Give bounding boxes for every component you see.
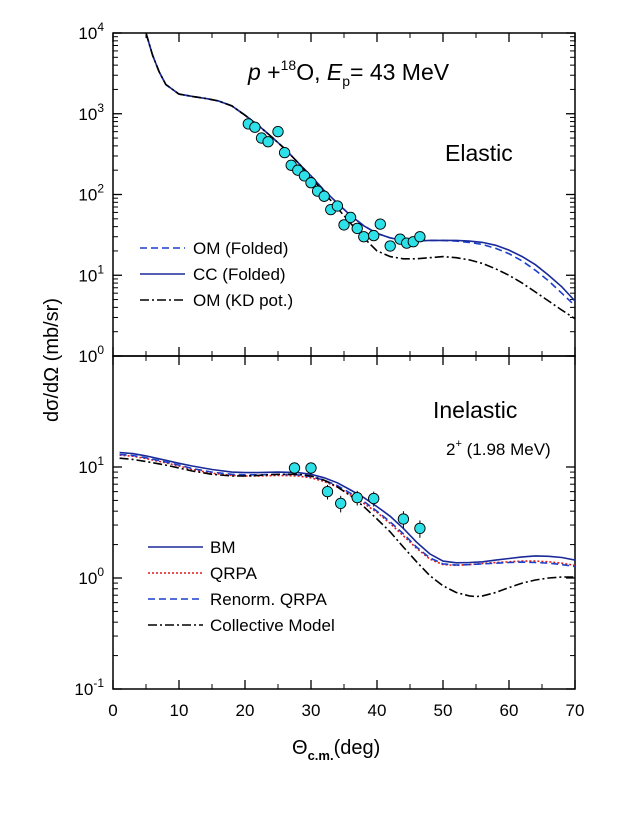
top-data-point <box>384 240 396 252</box>
bottom-series-qrpa <box>119 454 575 567</box>
y-tick-label: 100 <box>78 343 104 366</box>
x-tick-label: 10 <box>170 701 189 720</box>
top-legend-label: OM (Folded) <box>193 239 288 258</box>
x-tick-label: 70 <box>566 701 585 720</box>
top-panel-axis-ticks: 100 101 102 103 104 <box>78 20 576 366</box>
top-panel-data-points <box>242 118 426 252</box>
x-tick-label: 60 <box>500 701 519 720</box>
bottom-series-collective-model <box>119 457 575 598</box>
bottom-data-point <box>305 462 317 474</box>
bottom-data-point <box>368 492 380 505</box>
top-panel-legend: OM (Folded) CC (Folded) OM (KD pot.) <box>140 239 293 310</box>
top-data-point <box>331 200 344 212</box>
top-data-point <box>298 170 311 182</box>
y-tick-label: 10-1 <box>74 676 104 699</box>
top-data-point <box>272 126 284 138</box>
y-tick-label: 101 <box>78 262 104 285</box>
bottom-legend-label: Collective Model <box>210 616 335 635</box>
top-data-point <box>351 222 363 235</box>
top-data-point <box>305 177 317 189</box>
x-tick-label: 0 <box>108 701 117 720</box>
top-data-point <box>368 229 380 242</box>
top-data-point <box>278 146 291 159</box>
top-series-om-kd-pot <box>145 33 575 320</box>
bottom-panel-legend: BM QRPA Renorm. QRPA Collective Model <box>148 538 335 635</box>
bottom-panel-curves <box>119 451 575 598</box>
y-tick-label: 103 <box>78 101 104 124</box>
bottom-data-point <box>414 522 426 535</box>
x-axis-label: Θc.m.(deg) <box>292 737 380 763</box>
top-data-point <box>358 231 370 243</box>
top-data-point <box>318 190 330 202</box>
y-tick-label: 100 <box>78 565 104 588</box>
y-axis-label: dσ/dΩ (mb/sr) <box>41 298 63 422</box>
y-tick-label: 102 <box>78 182 104 205</box>
x-tick-label: 30 <box>302 701 321 720</box>
state-label: 2+ (1.98 MeV) <box>446 438 551 459</box>
x-tick-label: 40 <box>368 701 387 720</box>
bottom-series-renorm-qrpa <box>119 453 575 568</box>
top-data-point <box>249 121 261 133</box>
bottom-panel-axis-ticks: 0 10 20 30 40 50 60 70 10-1 100 101 <box>74 356 584 720</box>
elastic-label: Elastic <box>445 140 513 166</box>
top-data-point <box>374 218 386 230</box>
top-panel-title: p +18O, Ep= 43 MeV <box>247 57 450 89</box>
bottom-data-point <box>397 513 410 525</box>
y-tick-label: 101 <box>78 454 104 477</box>
bottom-data-point <box>351 491 363 504</box>
bottom-legend-label: QRPA <box>210 564 258 583</box>
bottom-data-point <box>321 485 334 498</box>
bottom-data-point <box>288 462 301 474</box>
y-tick-label: 104 <box>78 20 104 43</box>
bottom-legend-label: BM <box>210 538 236 557</box>
top-legend-label: CC (Folded) <box>193 265 286 284</box>
bottom-legend-label: Renorm. QRPA <box>210 590 327 609</box>
top-legend-label: OM (KD pot.) <box>193 291 293 310</box>
bottom-panel-data-points <box>288 462 426 538</box>
inelastic-label: Inelastic <box>433 397 517 423</box>
top-data-point <box>414 231 426 243</box>
x-tick-label: 20 <box>236 701 255 720</box>
bottom-series-bm <box>119 451 575 564</box>
top-data-point <box>262 136 274 148</box>
x-tick-label: 50 <box>434 701 453 720</box>
bottom-data-point <box>335 497 347 510</box>
top-data-point <box>338 219 350 231</box>
top-data-point <box>344 211 357 224</box>
